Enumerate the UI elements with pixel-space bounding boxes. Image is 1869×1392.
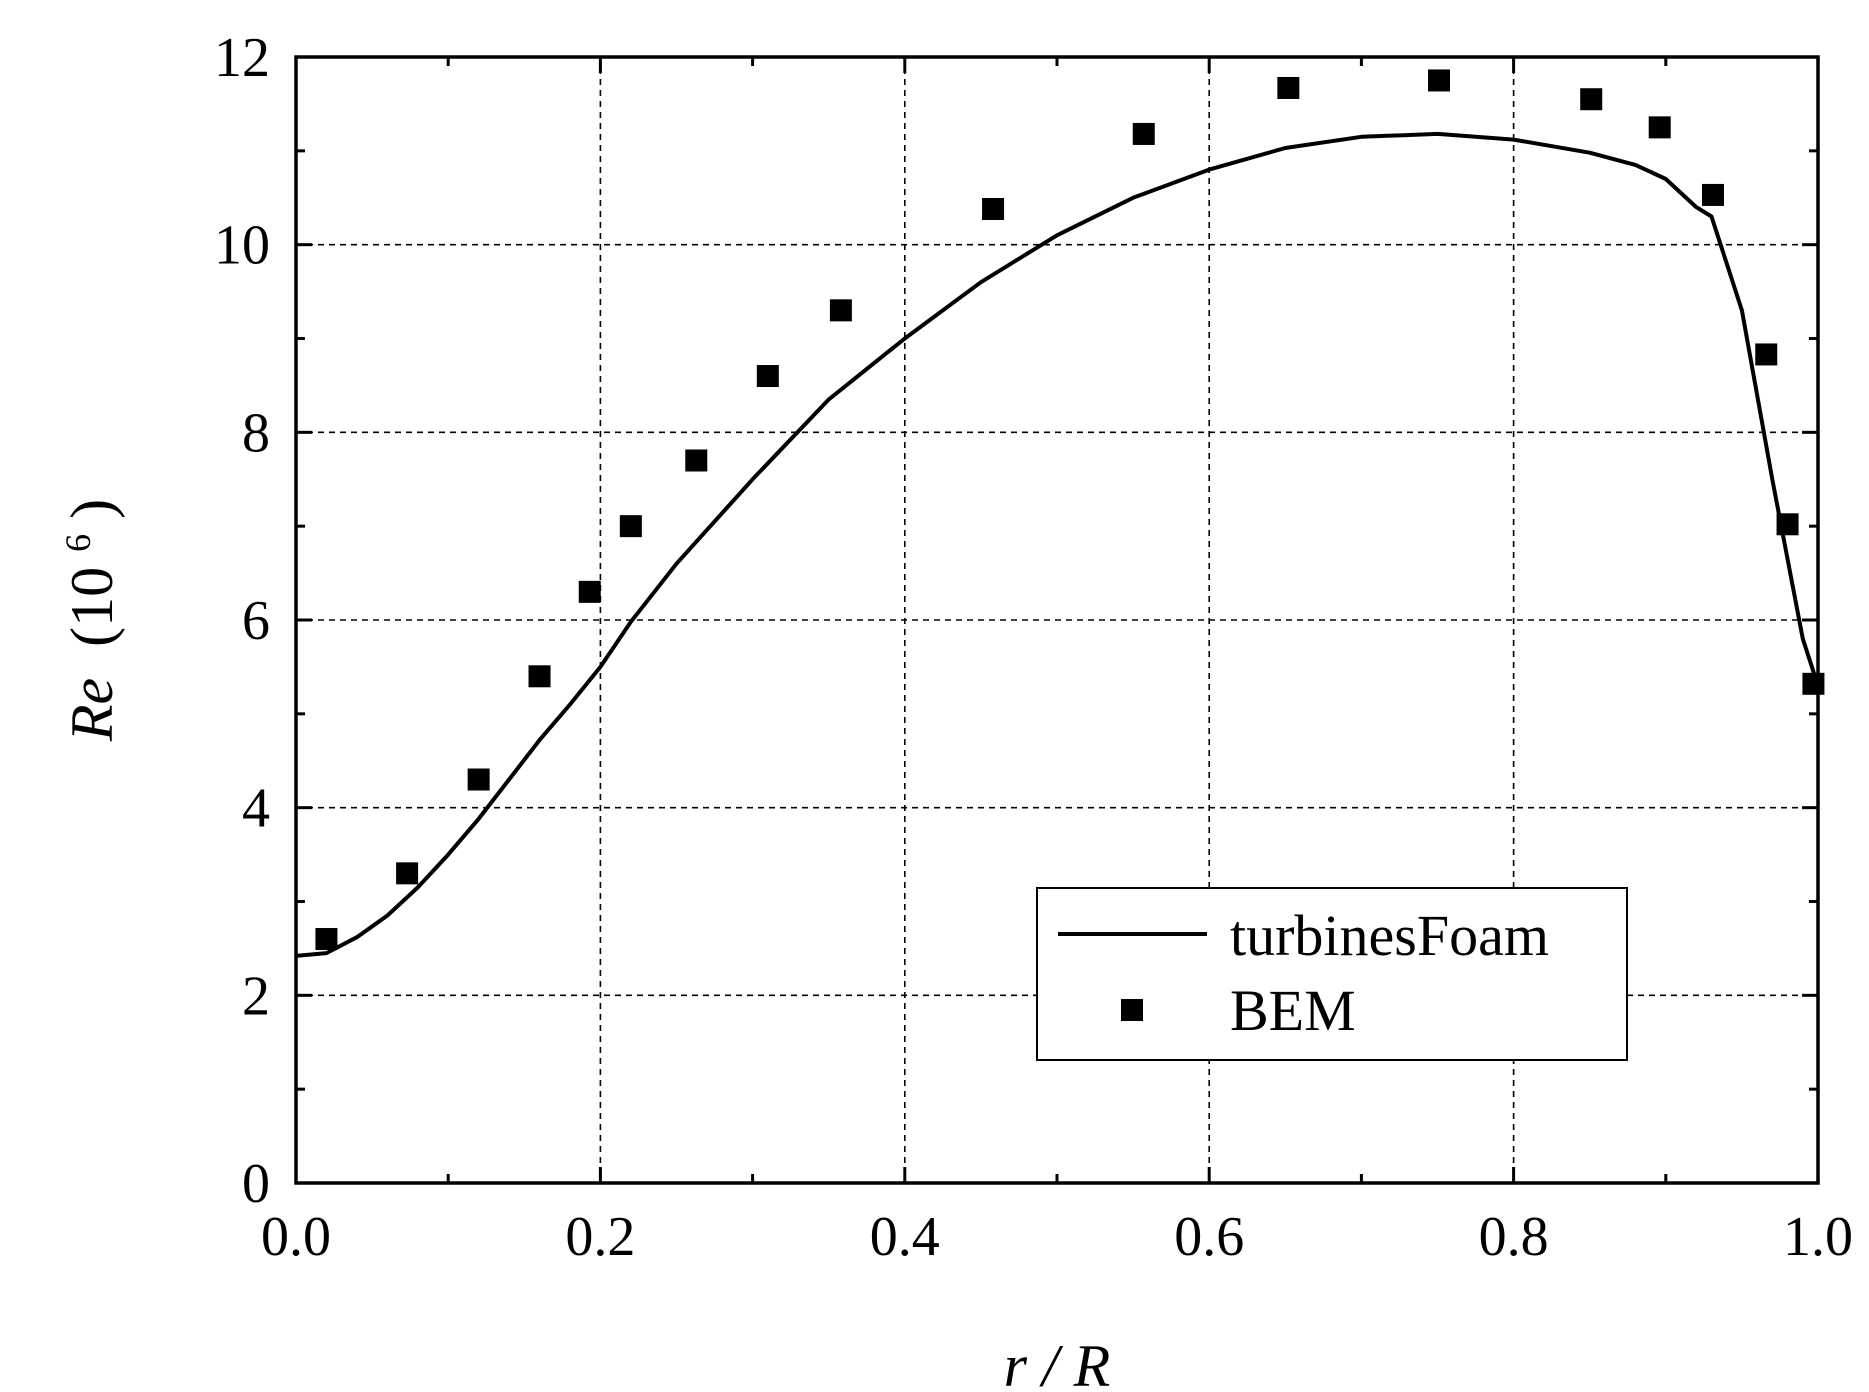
y-tick-label: 4 bbox=[242, 778, 270, 840]
y-tick-label: 12 bbox=[214, 27, 270, 89]
x-tick-label: 1.0 bbox=[1783, 1206, 1853, 1268]
data-point-bem bbox=[467, 768, 490, 791]
x-tick-label: 0.4 bbox=[870, 1206, 940, 1268]
y-tick-label: 0 bbox=[242, 1153, 270, 1215]
data-point-bem bbox=[982, 198, 1005, 221]
data-point-bem bbox=[1580, 88, 1603, 111]
data-point-bem bbox=[1776, 513, 1799, 536]
y-tick-label: 10 bbox=[214, 215, 270, 277]
x-axis-label: r / R bbox=[1004, 1333, 1111, 1392]
data-point-bem bbox=[1648, 116, 1671, 139]
series-line-turbinesfoam bbox=[295, 131, 1820, 958]
data-point-bem bbox=[829, 299, 852, 322]
axis-ticks: 0.0 0.2 0.4 0.6 0.8 1.0 0 2 4 6 8 10 12 bbox=[214, 27, 1853, 1268]
x-tick-label: 0.2 bbox=[565, 1206, 635, 1268]
legend-box bbox=[1036, 887, 1628, 1061]
y-axis-label-exponent: 6 bbox=[58, 534, 98, 552]
data-point-bem bbox=[1428, 69, 1451, 92]
data-point-bem bbox=[619, 515, 642, 538]
legend-marker-swatch bbox=[1121, 999, 1143, 1021]
legend: turbinesFoam BEM bbox=[1036, 887, 1628, 1061]
x-tick-label: 0.6 bbox=[1174, 1206, 1244, 1268]
plot-area bbox=[295, 69, 1825, 958]
data-point-bem bbox=[528, 665, 551, 688]
y-axis-label-close: ) bbox=[59, 499, 125, 519]
data-point-bem bbox=[1277, 76, 1300, 99]
y-tick-label: 2 bbox=[242, 965, 270, 1027]
data-point-bem bbox=[1701, 183, 1724, 206]
data-point-bem bbox=[1132, 122, 1155, 145]
data-point-bem bbox=[685, 449, 708, 472]
y-axis-label-unit: (10 bbox=[59, 567, 125, 647]
y-axis-label: Re (10 6 ) bbox=[37, 499, 125, 742]
data-point-bem bbox=[578, 580, 601, 603]
x-tick-label: 0.8 bbox=[1479, 1206, 1549, 1268]
legend-label-turbinesfoam: turbinesFoam bbox=[1230, 903, 1549, 968]
data-point-bem bbox=[1802, 672, 1825, 695]
data-point-bem bbox=[315, 928, 338, 951]
y-tick-label: 6 bbox=[242, 590, 270, 652]
legend-label-bem: BEM bbox=[1230, 978, 1356, 1043]
data-point-bem bbox=[1755, 343, 1778, 366]
y-axis-label-symbol: Re bbox=[59, 678, 125, 742]
data-point-bem bbox=[396, 862, 419, 885]
x-tick-label: 0.0 bbox=[261, 1206, 331, 1268]
y-tick-label: 8 bbox=[242, 402, 270, 464]
data-point-bem bbox=[756, 365, 779, 388]
